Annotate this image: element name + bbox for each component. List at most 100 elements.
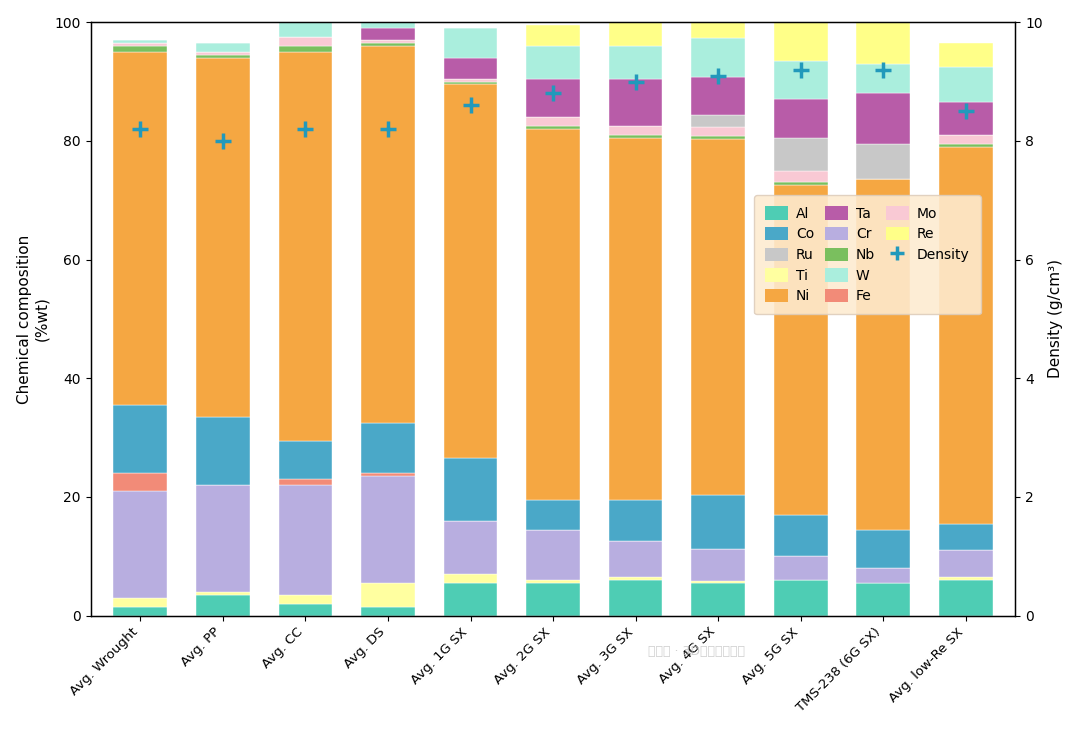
Bar <box>113 43 167 46</box>
Bar <box>526 78 580 117</box>
Bar <box>279 595 333 604</box>
Bar <box>939 102 993 135</box>
Bar <box>939 67 993 102</box>
Bar <box>691 136 745 139</box>
Bar <box>939 135 993 144</box>
Bar <box>444 58 498 78</box>
Bar <box>526 529 580 580</box>
Bar <box>113 607 167 616</box>
Bar <box>774 515 827 556</box>
Bar <box>444 583 498 616</box>
Bar <box>444 520 498 574</box>
Bar <box>691 581 745 583</box>
Bar <box>939 147 993 523</box>
Bar <box>856 22 910 64</box>
Bar <box>691 6 745 38</box>
Bar <box>113 52 167 405</box>
Bar <box>195 55 249 58</box>
Bar <box>609 126 662 135</box>
Y-axis label: Chemical composition
(%wt): Chemical composition (%wt) <box>16 234 49 404</box>
Bar <box>526 46 580 78</box>
Bar <box>361 476 415 583</box>
Bar <box>609 500 662 542</box>
Bar <box>691 548 745 581</box>
Bar <box>774 186 827 515</box>
Bar <box>113 491 167 598</box>
Bar <box>939 523 993 550</box>
Bar <box>691 139 745 495</box>
Bar <box>939 577 993 580</box>
Bar <box>361 583 415 607</box>
Bar <box>361 22 415 28</box>
Bar <box>361 28 415 40</box>
Bar <box>444 28 498 58</box>
Bar <box>609 580 662 616</box>
Bar <box>856 144 910 179</box>
Bar <box>939 550 993 577</box>
Bar <box>774 99 827 138</box>
Legend: Al, Co, Ru, Ti, Ni, Ta, Cr, Nb, W, Fe, Mo, Re, Density,  ,  : Al, Co, Ru, Ti, Ni, Ta, Cr, Nb, W, Fe, M… <box>755 195 981 314</box>
Bar <box>609 46 662 78</box>
Bar <box>195 43 249 52</box>
Bar <box>609 13 662 46</box>
Bar <box>939 580 993 616</box>
Bar <box>361 423 415 473</box>
Bar <box>113 405 167 473</box>
Bar <box>609 577 662 580</box>
Bar <box>691 495 745 548</box>
Bar <box>195 595 249 616</box>
Bar <box>526 126 580 129</box>
Bar <box>856 94 910 144</box>
Bar <box>279 37 333 46</box>
Bar <box>279 22 333 37</box>
Bar <box>609 542 662 577</box>
Bar <box>856 64 910 94</box>
Bar <box>279 441 333 479</box>
Bar <box>609 138 662 500</box>
Bar <box>195 592 249 595</box>
Bar <box>195 52 249 55</box>
Bar <box>113 598 167 607</box>
Bar <box>774 22 827 61</box>
Bar <box>361 46 415 423</box>
Bar <box>774 61 827 99</box>
Bar <box>279 604 333 616</box>
Bar <box>609 135 662 138</box>
Bar <box>939 43 993 67</box>
Bar <box>526 25 580 46</box>
Bar <box>526 129 580 500</box>
Bar <box>774 556 827 580</box>
Bar <box>361 40 415 43</box>
Bar <box>361 607 415 616</box>
Bar <box>195 417 249 485</box>
Bar <box>279 479 333 485</box>
Bar <box>774 580 827 616</box>
Bar <box>609 78 662 126</box>
Bar <box>526 580 580 583</box>
Bar <box>691 115 745 127</box>
Bar <box>774 183 827 186</box>
Bar <box>691 38 745 77</box>
Bar <box>856 583 910 616</box>
Bar <box>113 46 167 52</box>
Bar <box>856 179 910 529</box>
Bar <box>691 127 745 136</box>
Bar <box>195 485 249 592</box>
Bar <box>113 473 167 491</box>
Bar <box>444 78 498 82</box>
Bar <box>279 485 333 595</box>
Bar <box>856 568 910 583</box>
Bar <box>526 117 580 126</box>
Bar <box>856 529 910 568</box>
Bar <box>526 583 580 616</box>
Bar <box>195 58 249 417</box>
Bar <box>361 473 415 476</box>
Bar <box>526 500 580 529</box>
Bar <box>939 144 993 147</box>
Bar <box>444 85 498 458</box>
Y-axis label: Density (g/cm³): Density (g/cm³) <box>1049 260 1064 379</box>
Bar <box>774 170 827 183</box>
Bar <box>774 138 827 170</box>
Bar <box>113 40 167 43</box>
Text: 公众号 · 3D打印技术参考: 公众号 · 3D打印技术参考 <box>648 645 745 658</box>
